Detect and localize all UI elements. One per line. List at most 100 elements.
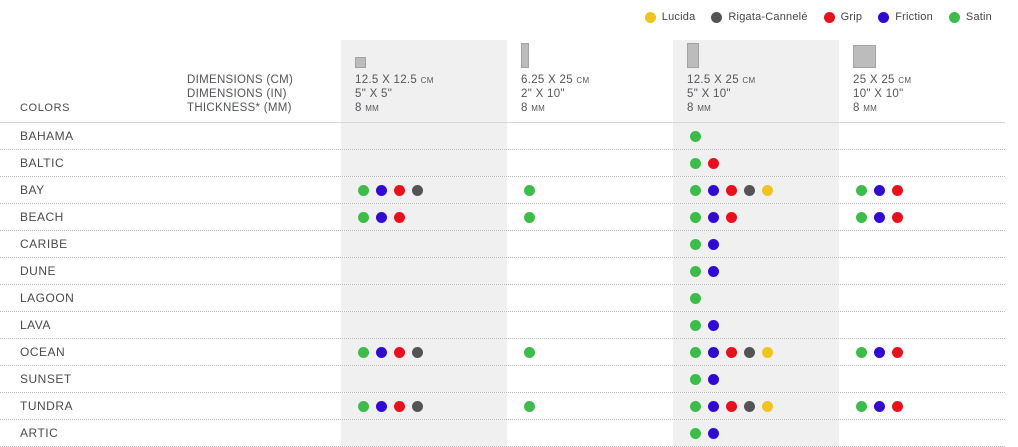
finish-cell xyxy=(341,177,507,203)
finish-cell xyxy=(839,177,1005,203)
finish-cell xyxy=(839,366,1005,392)
finish-dot-icon-friction xyxy=(376,346,387,358)
finish-cell xyxy=(839,150,1005,176)
table-row: BEACH xyxy=(0,204,1005,231)
color-name: SUNSET xyxy=(20,372,72,386)
finish-dot-icon-rigata-cannel- xyxy=(412,184,423,196)
legend-label: Friction xyxy=(895,11,933,23)
finish-dot-icon-satin xyxy=(524,211,535,223)
dimension-row-labels: DIMENSIONS (CM) DIMENSIONS (IN) THICKNES… xyxy=(187,40,341,122)
color-name-cell: TUNDRA xyxy=(0,393,341,419)
color-name: BAHAMA xyxy=(20,129,74,143)
size-color-availability-table: COLORS DIMENSIONS (CM) DIMENSIONS (IN) T… xyxy=(0,40,1005,447)
finish-cell xyxy=(673,312,839,338)
table-row: OCEAN xyxy=(0,339,1005,366)
colors-column-header: COLORS xyxy=(0,40,187,122)
finish-dot-icon-friction xyxy=(874,211,885,223)
finish-dot-icon-grip xyxy=(726,346,737,358)
finish-dot-icon-grip xyxy=(892,211,903,223)
finish-dot-icon-grip xyxy=(892,346,903,358)
finish-dot-icon-friction xyxy=(376,184,387,196)
finish-dot-icon-friction xyxy=(708,400,719,412)
finish-cell xyxy=(507,231,673,257)
size-column-header: 25 X 25 cm 10" X 10" 8 mm xyxy=(839,40,1005,122)
finish-dot-icon-grip xyxy=(726,400,737,412)
tile-shape-icon xyxy=(853,45,876,68)
finish-dot-icon-satin xyxy=(690,319,701,331)
dimensions-in-value: 5" X 5" xyxy=(355,88,393,100)
color-name-cell: BEACH xyxy=(0,204,341,230)
dimensions-cm-value: 12.5 X 12.5 cm xyxy=(355,74,434,86)
finish-dot-icon-satin xyxy=(358,211,369,223)
color-name-cell: CARIBE xyxy=(0,231,341,257)
finish-dot-icon-friction xyxy=(708,319,719,331)
finish-cell xyxy=(673,285,839,311)
finish-cell xyxy=(673,231,839,257)
legend-item: Grip xyxy=(823,11,863,23)
table-row: BAHAMA xyxy=(0,123,1005,150)
finish-dot-icon-friction xyxy=(708,184,719,196)
finish-cell xyxy=(507,150,673,176)
finish-dot-icon-grip xyxy=(726,211,737,223)
finish-cell xyxy=(839,312,1005,338)
finish-dot-icon-satin xyxy=(690,211,701,223)
finish-dot-icon-friction xyxy=(874,346,885,358)
table-body: BAHAMA BALTIC BAY BEACH CARIBE DUNE LAGOON LAVA… xyxy=(0,123,1005,447)
table-row: ARTIC xyxy=(0,420,1005,447)
finish-cell xyxy=(839,285,1005,311)
finish-dot-icon-satin xyxy=(524,400,535,412)
dimensions-in-label: DIMENSIONS (IN) xyxy=(187,88,287,100)
finish-dot-icon-grip xyxy=(394,400,405,412)
finish-cell xyxy=(673,366,839,392)
finish-cell xyxy=(341,231,507,257)
finish-dot-icon-friction xyxy=(708,373,719,385)
table-row: BALTIC xyxy=(0,150,1005,177)
finish-cell xyxy=(673,339,839,365)
finish-dot-icon-lucida xyxy=(762,184,773,196)
finish-cell xyxy=(507,420,673,446)
color-name: LAGOON xyxy=(20,291,75,305)
finish-cell xyxy=(839,420,1005,446)
table-row: CARIBE xyxy=(0,231,1005,258)
finish-dot-icon-friction xyxy=(708,238,719,250)
finish-cell xyxy=(673,177,839,203)
finish-cell xyxy=(839,393,1005,419)
legend-label: Rigata-Cannelé xyxy=(728,11,808,23)
finish-cell xyxy=(507,393,673,419)
finish-cell xyxy=(341,204,507,230)
dimensions-in-value: 10" X 10" xyxy=(853,88,904,100)
finish-cell xyxy=(839,123,1005,149)
legend-item: Satin xyxy=(948,11,992,23)
finish-cell xyxy=(341,366,507,392)
finish-cell xyxy=(839,204,1005,230)
finish-cell xyxy=(839,258,1005,284)
legend-label: Satin xyxy=(965,11,992,23)
finish-dot-icon-satin xyxy=(358,400,369,412)
tile-shape-icon xyxy=(687,43,699,68)
tile-shape-icon xyxy=(355,57,366,68)
finish-dot-icon-grip xyxy=(892,400,903,412)
finish-dot-icon-satin xyxy=(690,157,701,169)
color-name: BALTIC xyxy=(20,156,65,170)
finish-cell xyxy=(341,123,507,149)
table-row: LAVA xyxy=(0,312,1005,339)
size-column-header: 6.25 X 25 cm 2" X 10" 8 mm xyxy=(507,40,673,122)
finish-cell xyxy=(341,285,507,311)
finish-cell xyxy=(673,258,839,284)
finish-cell xyxy=(507,123,673,149)
table-row: BAY xyxy=(0,177,1005,204)
finish-dot-icon-satin xyxy=(690,265,701,277)
color-name-cell: DUNE xyxy=(0,258,341,284)
finish-dot-icon-satin xyxy=(856,184,867,196)
finish-dot-icon-satin xyxy=(690,238,701,250)
thickness-mm-value: 8 mm xyxy=(521,102,546,114)
dimensions-in-value: 5" X 10" xyxy=(687,88,731,100)
finish-cell xyxy=(507,285,673,311)
color-name: OCEAN xyxy=(20,345,66,359)
color-name-cell: BAY xyxy=(0,177,341,203)
finish-dot-icon-satin xyxy=(856,346,867,358)
finish-dot-icon-satin xyxy=(690,400,701,412)
finish-cell xyxy=(507,366,673,392)
finish-dot-icon-rigata-cannel- xyxy=(744,346,755,358)
color-name: DUNE xyxy=(20,264,57,278)
